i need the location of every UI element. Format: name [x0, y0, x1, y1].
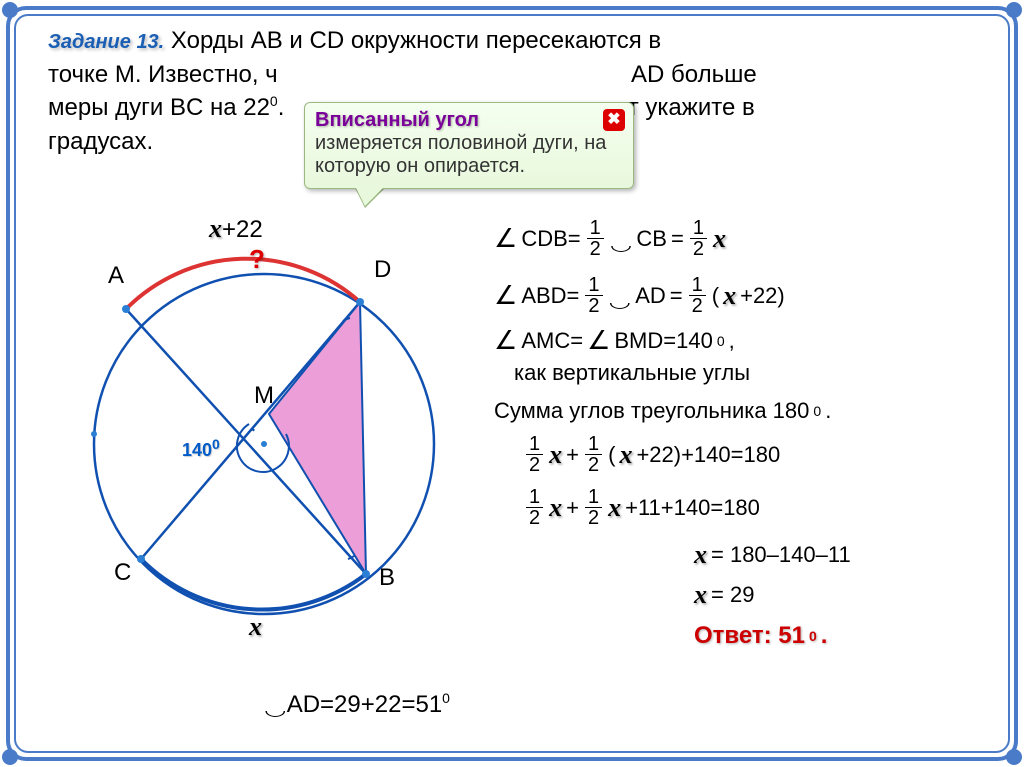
eq-x-val: x= 29	[694, 580, 1014, 610]
triangle-mbd	[269, 302, 366, 574]
arc-bc	[141, 559, 366, 610]
label-140: 1400	[182, 436, 220, 461]
label-x: x	[249, 612, 262, 642]
problem-text-3c: т укажите в	[628, 94, 755, 121]
eq-cdb: ∠CDB= 12 ◡CB = 12 x	[494, 218, 1014, 259]
eq-sum180: Сумма углов треугольника 1800.	[494, 398, 1014, 424]
eq-abd: ∠ABD= 12 ◡AD = 12 (x +22)	[494, 275, 1014, 316]
problem-text-4: градусах.	[48, 128, 153, 155]
point-b	[362, 570, 370, 578]
label-b: B	[379, 564, 395, 592]
center-dot	[261, 441, 267, 447]
tooltip-title: Вписанный угол	[315, 109, 479, 131]
angle-m	[253, 429, 254, 431]
tooltip-body: измеряется половиной дуги, на которую он…	[315, 132, 606, 177]
corner-dot	[1006, 749, 1022, 765]
question-mark: ?	[249, 244, 265, 275]
corner-dot	[1006, 2, 1022, 18]
label-c: C	[114, 559, 131, 587]
problem-text-1: Хорды AB и CD окружности пересекаются в	[171, 27, 661, 54]
geometry-diagram: A D B C M x+22 ? 1400 x	[54, 204, 474, 684]
task-number: Задание 13.	[48, 31, 164, 53]
point-d	[356, 298, 364, 306]
edge-dot	[91, 431, 97, 437]
eq-amc: ∠AMC= ∠BMD=1400,	[494, 326, 1014, 356]
label-a: A	[108, 262, 124, 290]
label-d: D	[374, 256, 391, 284]
arc-ad	[126, 259, 360, 309]
problem-text-3a: меры дуги BC на 22	[48, 94, 270, 121]
point-c	[137, 555, 145, 563]
close-icon[interactable]: ✖	[603, 109, 625, 131]
corner-dot	[2, 749, 18, 765]
eq-step2: 12 x + 12 x +11+140=180	[524, 487, 1014, 528]
answer-line: Ответ: 510.	[694, 622, 1014, 650]
label-xplus22: x+22	[209, 214, 263, 244]
hint-tooltip: Вписанный угол измеряется половиной дуги…	[304, 102, 634, 189]
math-derivation: ∠CDB= 12 ◡CB = 12 x ∠ABD= 12 ◡AD = 12 (x…	[494, 212, 1014, 656]
eq-arc-ad: ◡AD=29+22=510	[264, 689, 450, 719]
eq-step1: 12 x + 12 (x +22)+140=180	[524, 434, 1014, 475]
problem-text-2a: точке M. Известно, ч	[48, 61, 278, 88]
eq-vertical: как вертикальные углы	[514, 360, 1014, 386]
point-a	[122, 305, 130, 313]
problem-text-2b: AD больше	[631, 61, 757, 88]
corner-dot	[2, 2, 18, 18]
eq-x-calc: x= 180–140–11	[694, 540, 1014, 570]
label-m: M	[254, 382, 274, 410]
